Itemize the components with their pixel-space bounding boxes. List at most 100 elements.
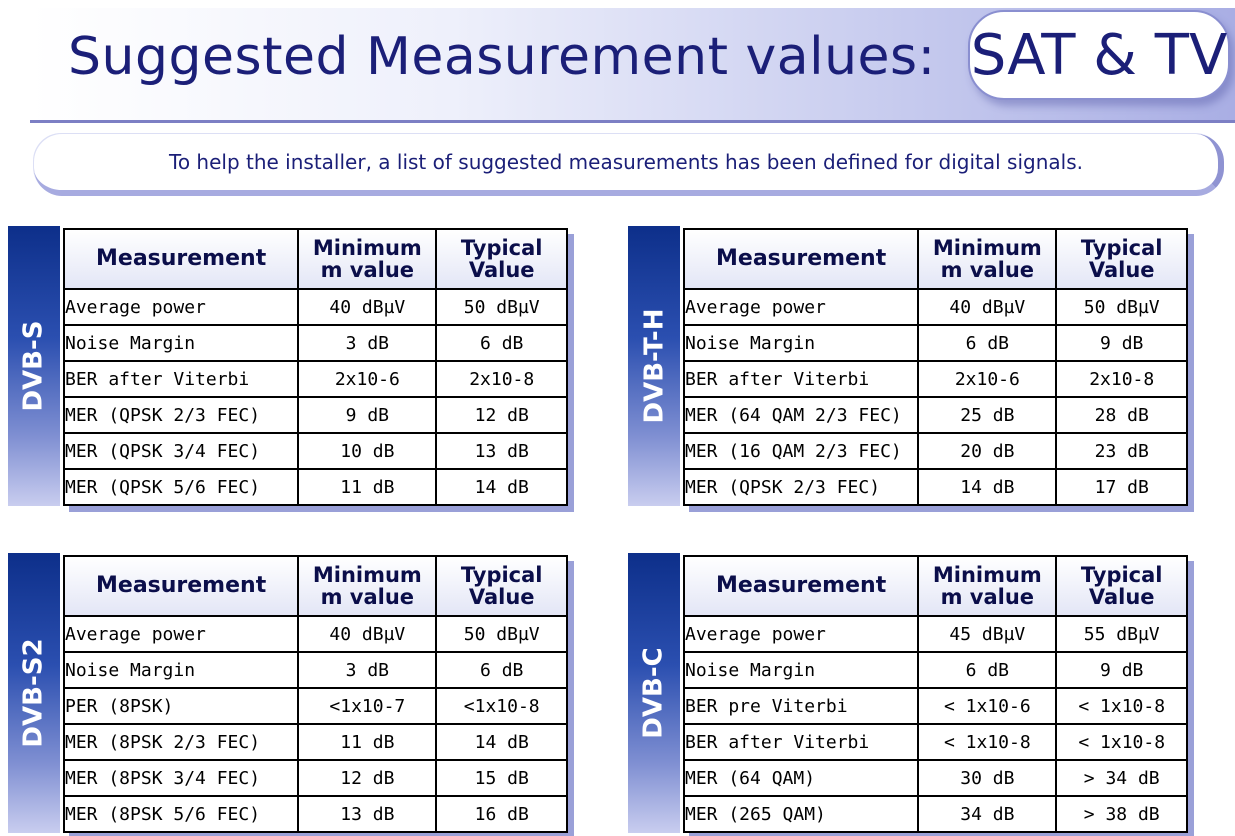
- cell-measurement: Average power: [682, 615, 920, 653]
- header-minimum: Minimum m value: [917, 555, 1058, 617]
- table-header-row: Measurement Minimum m value Typical Value: [682, 228, 1188, 290]
- cell-minimum: 11 dB: [297, 468, 438, 506]
- table-row: BER after Viterbi 2x10-6 2x10-8: [62, 360, 568, 398]
- table-side-label-text: DVB-S: [19, 320, 50, 412]
- cell-typical: 9 dB: [1055, 324, 1188, 362]
- table-row: MER (QPSK 2/3 FEC) 9 dB 12 dB: [62, 396, 568, 434]
- table-row: MER (QPSK 3/4 FEC) 10 dB 13 dB: [62, 432, 568, 470]
- cell-minimum: 40 dBµV: [917, 288, 1058, 326]
- header-measurement: Measurement: [682, 555, 920, 617]
- cell-minimum: 10 dB: [297, 432, 438, 470]
- cell-measurement: MER (QPSK 5/6 FEC): [62, 468, 300, 506]
- cell-measurement: Noise Margin: [682, 651, 920, 689]
- measurement-table: Measurement Minimum m value Typical Value Ave…: [682, 228, 1188, 506]
- table-row: Average power 40 dBµV 50 dBµV: [62, 288, 568, 326]
- table-row: MER (16 QAM 2/3 FEC) 20 dB 23 dB: [682, 432, 1188, 470]
- table-side-label: DVB-C: [628, 553, 680, 833]
- cell-typical: 28 dB: [1055, 396, 1188, 434]
- cell-typical: 50 dBµV: [1055, 288, 1188, 326]
- page-title: Suggested Measurement values:: [68, 27, 936, 87]
- measurement-table-wrap: Measurement Minimum m value Typical Value Ave…: [682, 555, 1188, 833]
- cell-measurement: BER after Viterbi: [682, 360, 920, 398]
- table-side-label: DVB-S2: [8, 553, 60, 833]
- cell-minimum: 13 dB: [297, 795, 438, 833]
- table-header-row: Measurement Minimum m value Typical Value: [62, 555, 568, 617]
- cell-minimum: <1x10-7: [297, 687, 438, 725]
- table-row: Noise Margin 3 dB 6 dB: [62, 324, 568, 362]
- table-block: DVB-C Measurement Minimum m value Typical Val…: [628, 553, 1188, 833]
- table-side-label-text: DVB-T-H: [639, 308, 669, 424]
- cell-minimum: 45 dBµV: [917, 615, 1058, 653]
- measurement-table: Measurement Minimum m value Typical Value Ave…: [62, 555, 568, 833]
- header-minimum: Minimum m value: [917, 228, 1058, 290]
- table-row: Noise Margin 6 dB 9 dB: [682, 651, 1188, 689]
- table-row: MER (QPSK 5/6 FEC) 11 dB 14 dB: [62, 468, 568, 506]
- cell-measurement: MER (8PSK 2/3 FEC): [62, 723, 300, 761]
- cell-minimum: 3 dB: [297, 651, 438, 689]
- cell-typical: <1x10-8: [435, 687, 568, 725]
- cell-typical: 50 dBµV: [435, 288, 568, 326]
- table-row: Average power 40 dBµV 50 dBµV: [62, 615, 568, 653]
- cell-typical: 14 dB: [435, 468, 568, 506]
- cell-measurement: Noise Margin: [682, 324, 920, 362]
- header-measurement: Measurement: [682, 228, 920, 290]
- cell-measurement: MER (64 QAM): [682, 759, 920, 797]
- header-typical: Typical Value: [435, 228, 568, 290]
- cell-typical: 50 dBµV: [435, 615, 568, 653]
- table-row: Noise Margin 6 dB 9 dB: [682, 324, 1188, 362]
- cell-typical: 12 dB: [435, 396, 568, 434]
- intro-text: To help the installer, a list of suggest…: [34, 134, 1224, 196]
- cell-minimum: < 1x10-6: [917, 687, 1058, 725]
- cell-typical: 6 dB: [435, 324, 568, 362]
- cell-minimum: 6 dB: [917, 651, 1058, 689]
- cell-typical: < 1x10-8: [1055, 687, 1188, 725]
- table-row: MER (64 QAM) 30 dB > 34 dB: [682, 759, 1188, 797]
- cell-measurement: Average power: [62, 288, 300, 326]
- header-measurement: Measurement: [62, 228, 300, 290]
- cell-minimum: 20 dB: [917, 432, 1058, 470]
- cell-measurement: BER after Viterbi: [682, 723, 920, 761]
- cell-minimum: 12 dB: [297, 759, 438, 797]
- header-typical: Typical Value: [1055, 555, 1188, 617]
- cell-minimum: 3 dB: [297, 324, 438, 362]
- table-block: DVB-S Measurement Minimum m value Typical Val…: [8, 226, 568, 506]
- table-row: MER (265 QAM) 34 dB > 38 dB: [682, 795, 1188, 833]
- table-header-row: Measurement Minimum m value Typical Value: [62, 228, 568, 290]
- cell-measurement: MER (16 QAM 2/3 FEC): [682, 432, 920, 470]
- header-minimum: Minimum m value: [297, 228, 438, 290]
- measurement-table: Measurement Minimum m value Typical Value Ave…: [682, 555, 1188, 833]
- cell-minimum: 6 dB: [917, 324, 1058, 362]
- table-row: MER (8PSK 2/3 FEC) 11 dB 14 dB: [62, 723, 568, 761]
- table-row: PER (8PSK) <1x10-7 <1x10-8: [62, 687, 568, 725]
- cell-minimum: 30 dB: [917, 759, 1058, 797]
- table-side-label: DVB-T-H: [628, 226, 680, 506]
- cell-typical: 13 dB: [435, 432, 568, 470]
- cell-typical: 17 dB: [1055, 468, 1188, 506]
- cell-typical: < 1x10-8: [1055, 723, 1188, 761]
- cell-typical: 55 dBµV: [1055, 615, 1188, 653]
- cell-measurement: PER (8PSK): [62, 687, 300, 725]
- cell-typical: > 38 dB: [1055, 795, 1188, 833]
- cell-measurement: MER (8PSK 5/6 FEC): [62, 795, 300, 833]
- table-row: Average power 40 dBµV 50 dBµV: [682, 288, 1188, 326]
- measurement-table-wrap: Measurement Minimum m value Typical Value Ave…: [62, 555, 568, 833]
- table-row: MER (64 QAM 2/3 FEC) 25 dB 28 dB: [682, 396, 1188, 434]
- cell-measurement: BER pre Viterbi: [682, 687, 920, 725]
- cell-measurement: Noise Margin: [62, 324, 300, 362]
- header-minimum: Minimum m value: [297, 555, 438, 617]
- cell-typical: 6 dB: [435, 651, 568, 689]
- table-side-label: DVB-S: [8, 226, 60, 506]
- cell-minimum: 2x10-6: [917, 360, 1058, 398]
- table-row: MER (QPSK 2/3 FEC) 14 dB 17 dB: [682, 468, 1188, 506]
- cell-minimum: < 1x10-8: [917, 723, 1058, 761]
- cell-typical: 14 dB: [435, 723, 568, 761]
- cell-typical: 23 dB: [1055, 432, 1188, 470]
- cell-minimum: 9 dB: [297, 396, 438, 434]
- table-row: MER (8PSK 3/4 FEC) 12 dB 15 dB: [62, 759, 568, 797]
- table-side-label-text: DVB-C: [639, 647, 669, 739]
- table-block: DVB-T-H Measurement Minimum m value Typical V…: [628, 226, 1188, 506]
- measurement-table: Measurement Minimum m value Typical Value Ave…: [62, 228, 568, 506]
- measurement-table-wrap: Measurement Minimum m value Typical Value Ave…: [62, 228, 568, 506]
- cell-typical: 9 dB: [1055, 651, 1188, 689]
- header-measurement: Measurement: [62, 555, 300, 617]
